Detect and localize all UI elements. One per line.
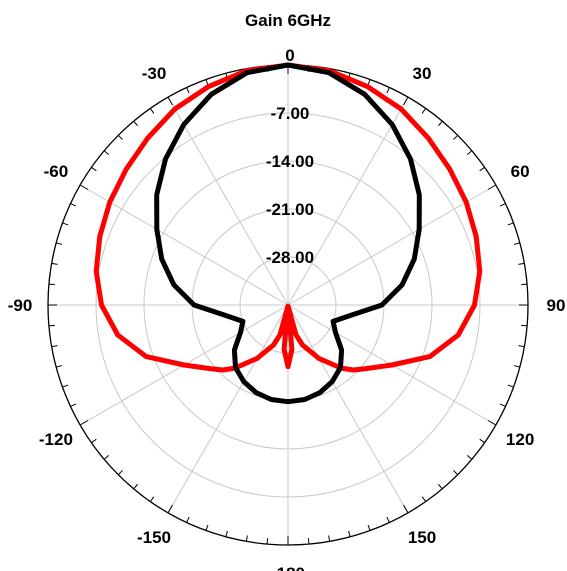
tick-mark	[117, 134, 123, 140]
tick-mark	[225, 530, 228, 537]
tick-mark	[403, 504, 409, 514]
tick-mark	[499, 403, 506, 407]
tick-mark	[487, 184, 497, 190]
tick-mark	[521, 324, 528, 327]
angle-label: -120	[39, 430, 73, 449]
tick-mark	[62, 222, 69, 226]
grid-spoke	[287, 96, 409, 306]
tick-mark	[103, 150, 110, 155]
tick-mark	[56, 365, 63, 368]
tick-mark	[48, 283, 55, 286]
grid-spoke	[167, 304, 289, 514]
tick-mark	[453, 134, 459, 140]
grid-spoke	[287, 184, 497, 306]
tick-mark	[133, 120, 138, 127]
tick-mark	[348, 530, 351, 537]
tick-mark	[507, 384, 514, 388]
angle-label: 30	[413, 64, 432, 83]
tick-mark	[51, 345, 58, 348]
tick-mark	[56, 242, 63, 245]
angle-label: 150	[408, 528, 436, 547]
tick-mark	[479, 166, 485, 172]
tick-mark	[62, 384, 69, 388]
angle-label: -90	[8, 296, 33, 315]
tick-mark	[51, 262, 58, 265]
tick-mark	[266, 538, 269, 545]
tick-mark	[518, 262, 525, 265]
ring-label: -14.00	[266, 152, 314, 171]
tick-mark	[205, 79, 209, 86]
tick-mark	[79, 420, 89, 426]
tick-mark	[403, 96, 409, 106]
angle-label: 120	[506, 430, 534, 449]
angle-label: -60	[44, 162, 69, 181]
tick-mark	[70, 203, 77, 207]
angle-label: -30	[142, 64, 167, 83]
tick-mark	[453, 470, 459, 476]
tick-mark	[367, 79, 371, 86]
grid-spoke	[167, 96, 289, 306]
series-line-2	[154, 62, 422, 405]
tick-mark	[386, 516, 390, 523]
ring-label: -21.00	[266, 200, 314, 219]
tick-mark	[149, 108, 155, 114]
grid-spoke	[79, 184, 289, 306]
tick-mark	[205, 524, 209, 531]
tick-mark	[79, 184, 89, 190]
angle-label: 60	[511, 162, 530, 181]
tick-mark	[438, 483, 443, 490]
tick-mark	[149, 496, 155, 502]
tick-mark	[91, 438, 97, 444]
ring-label: -7.00	[271, 104, 310, 123]
grid-spoke	[287, 304, 409, 514]
series-group	[93, 62, 483, 405]
tick-mark	[117, 470, 123, 476]
tick-mark	[307, 538, 310, 545]
angle-label: -180	[271, 564, 305, 571]
tick-marks	[48, 65, 528, 545]
tick-mark	[103, 455, 110, 460]
tick-mark	[70, 403, 77, 407]
tick-mark	[328, 535, 331, 542]
tick-mark	[186, 87, 190, 94]
chart-title: Gain 6GHz	[245, 11, 331, 30]
tick-mark	[499, 203, 506, 207]
tick-mark	[421, 496, 427, 502]
tick-mark	[186, 516, 190, 523]
tick-mark	[466, 455, 473, 460]
angle-label: -150	[137, 528, 171, 547]
tick-mark	[487, 420, 497, 426]
ring-label: -28.00	[266, 248, 314, 267]
angle-labels: 30 60 90 120 150 -180 -150 -120 -90 -60 -30	[8, 64, 566, 571]
tick-mark	[438, 120, 443, 127]
tick-mark	[513, 365, 520, 368]
angle-label: 90	[547, 296, 566, 315]
tick-mark	[167, 96, 173, 106]
tick-mark	[167, 504, 173, 514]
tick-mark	[386, 87, 390, 94]
ring-labels: 0 -7.00 -14.00 -21.00 -28.00	[266, 46, 314, 267]
tick-mark	[521, 283, 528, 286]
series-line-1	[93, 62, 483, 373]
tick-mark	[507, 222, 514, 226]
tick-mark	[91, 166, 97, 172]
tick-mark	[245, 535, 248, 542]
tick-mark	[479, 438, 485, 444]
tick-mark	[48, 324, 55, 327]
tick-mark	[367, 524, 371, 531]
tick-mark	[133, 483, 138, 490]
tick-mark	[518, 345, 525, 348]
tick-mark	[513, 242, 520, 245]
tick-mark	[466, 150, 473, 155]
ring-label: 0	[285, 46, 294, 65]
tick-mark	[421, 108, 427, 114]
